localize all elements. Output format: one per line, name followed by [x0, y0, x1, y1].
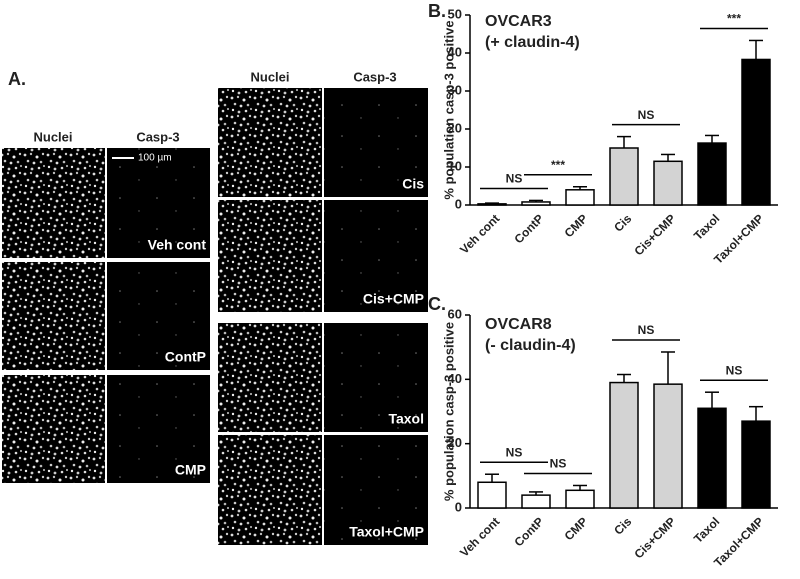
casp3-image — [324, 323, 428, 432]
bar — [565, 189, 595, 206]
bar — [609, 381, 639, 509]
nuclei-image — [218, 435, 322, 545]
y-tick-label: 0 — [455, 499, 462, 514]
x-tick-label: Cis+CMP — [631, 211, 678, 258]
nuclei-image — [218, 323, 322, 432]
scale-bar-label: 100 µm — [138, 153, 172, 164]
x-tick-label: CMP — [562, 211, 591, 240]
chart-title: OVCAR8 — [485, 316, 552, 333]
bar — [741, 58, 771, 206]
x-tick-label: Cis — [611, 211, 634, 234]
x-tick-label: Veh cont — [457, 514, 502, 559]
y-axis-label: % population casp-3 positive — [441, 322, 456, 501]
condition-label: Cis+CMP — [363, 291, 424, 307]
significance-label: *** — [551, 158, 565, 172]
chart-title: OVCAR3 — [485, 13, 552, 30]
y-tick-label: 40 — [448, 44, 462, 59]
bar — [653, 160, 683, 206]
x-tick-label: Cis — [611, 514, 634, 537]
casp3-image — [107, 262, 210, 370]
bar — [477, 203, 507, 206]
significance-label: *** — [727, 12, 741, 26]
bar — [741, 420, 771, 509]
y-tick-label: 20 — [448, 435, 462, 450]
nuclei-image — [2, 148, 105, 258]
nuclei-image — [2, 262, 105, 370]
casp3-image — [107, 375, 210, 483]
column-header: Nuclei — [33, 129, 72, 144]
y-tick-label: 60 — [448, 306, 462, 321]
y-tick-label: 0 — [455, 196, 462, 211]
y-tick-label: 30 — [448, 82, 462, 97]
condition-label: Cis — [402, 176, 424, 192]
bar — [521, 494, 551, 509]
casp3-image — [324, 200, 428, 312]
x-tick-label: Taxol — [691, 211, 722, 242]
nuclei-image — [218, 88, 322, 197]
y-tick-label: 40 — [448, 371, 462, 386]
bar — [697, 142, 727, 206]
panel-label: B. — [428, 1, 446, 21]
bar — [521, 201, 551, 206]
bar — [653, 383, 683, 509]
panel-label: C. — [428, 294, 446, 314]
bar — [697, 407, 727, 509]
y-tick-label: 10 — [448, 158, 462, 173]
casp3-image — [324, 435, 428, 545]
x-tick-label: Veh cont — [457, 211, 502, 256]
condition-label: Taxol+CMP — [349, 524, 424, 540]
condition-label: ContP — [165, 349, 206, 365]
x-tick-label: Cis+CMP — [631, 514, 678, 561]
significance-label: NS — [550, 457, 567, 471]
condition-label: Taxol — [388, 411, 424, 427]
chart-subtitle: (+ claudin-4) — [485, 34, 580, 51]
x-tick-label: ContP — [511, 211, 546, 246]
column-header: Casp-3 — [353, 69, 396, 84]
x-tick-label: CMP — [562, 514, 591, 543]
condition-label: Veh cont — [148, 237, 207, 253]
nuclei-image — [2, 375, 105, 483]
significance-label: NS — [726, 363, 743, 377]
y-tick-label: 20 — [448, 120, 462, 135]
column-header: Nuclei — [250, 69, 289, 84]
chart-subtitle: (- claudin-4) — [485, 337, 576, 354]
bar — [565, 489, 595, 509]
column-header: Casp-3 — [136, 129, 179, 144]
bar — [477, 481, 507, 509]
casp3-image — [107, 148, 210, 258]
significance-label: NS — [506, 445, 523, 459]
x-tick-label: ContP — [511, 514, 546, 549]
nuclei-image — [218, 200, 322, 312]
y-tick-label: 50 — [448, 6, 462, 21]
x-tick-label: Taxol — [691, 514, 722, 545]
casp3-image — [324, 88, 428, 197]
significance-label: NS — [638, 108, 655, 122]
significance-label: NS — [638, 323, 655, 337]
panel-label: A. — [8, 69, 26, 89]
bar — [609, 147, 639, 206]
y-axis-label: % population casp-3 positive — [441, 20, 456, 199]
condition-label: CMP — [175, 462, 206, 478]
significance-label: NS — [506, 172, 523, 186]
